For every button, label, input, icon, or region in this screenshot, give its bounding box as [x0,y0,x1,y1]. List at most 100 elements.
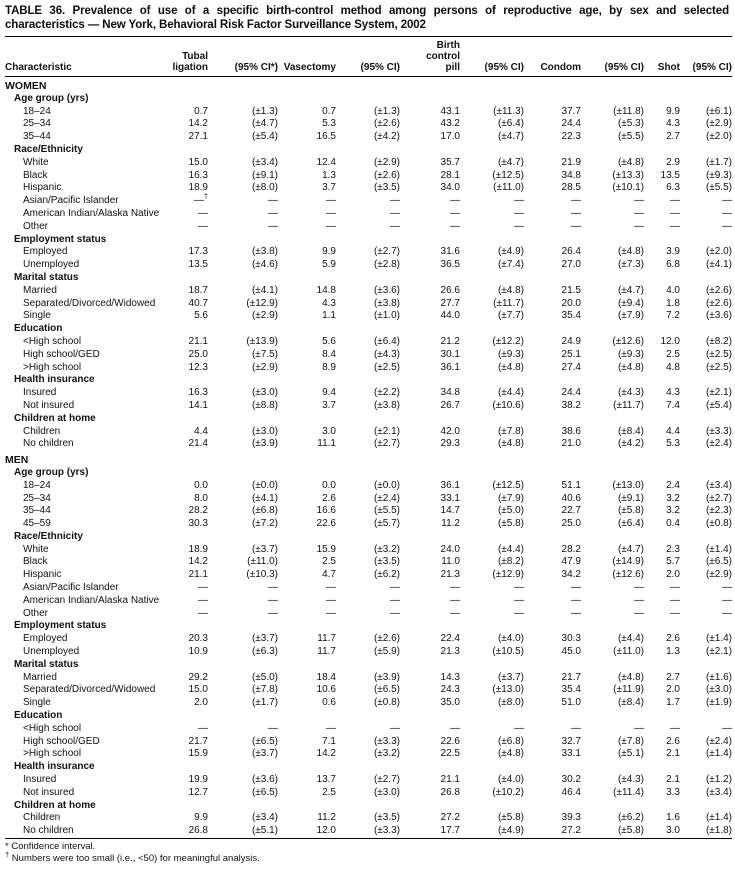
cell-value: (±6.1) [705,105,732,117]
row-label: No children [23,825,74,837]
cell-value: 11.0 [441,556,460,568]
row-label: Separated/Divorced/Widowed [23,684,156,696]
cell-value: (±2.3) [705,505,732,517]
table-row: Employed 20.3 (±3.7) 11.7 (±2.6) 22.4 (±4.0) 30… [5,633,732,646]
group-header-row: Age group (yrs) [5,93,732,106]
cell-value: (±10.2) [492,786,524,798]
group-label: Education [14,710,63,722]
cell-value: (±4.7) [617,543,644,555]
cell-value: 0.4 [666,518,680,530]
cell-value: 37.7 [561,105,581,117]
row-label: Separated/Divorced/Widowed [23,297,156,309]
table-row: >High school 12.3 (±2.9) 8.9 (±2.5) 36.1 (±4.8… [5,362,732,375]
row-label: White [23,156,49,168]
row-label: Not insured [23,786,75,798]
cell-value: — [326,582,336,594]
cell-value: 18.4 [316,671,336,683]
cell-value: — [571,207,581,219]
cell-value: — [390,195,400,207]
cell-value: 38.2 [561,399,581,411]
table-row: 35–44 28.2 (±6.8) 16.6 (±5.5) 14.7 (±5.0) 22.7 (… [5,505,732,518]
cell-value: 12.4 [316,156,336,168]
cell-value: (±2.1) [705,387,732,399]
cell-value: 2.6 [666,735,680,747]
cell-value: 32.7 [561,735,581,747]
cell-value: — [670,607,680,619]
cell-value: 21.0 [561,438,581,450]
table-row: Not insured 14.1 (±8.8) 3.7 (±3.8) 26.7 (±10.6… [5,400,732,413]
cell-value: (±2.1) [373,425,400,437]
group-header-row: Race/Ethnicity [5,144,732,157]
cell-value: (±2.5) [705,348,732,360]
cell-value: (±3.4) [705,479,732,491]
cell-value: 28.2 [188,505,208,517]
cell-value: (±2.9) [251,361,278,373]
cell-value: (±7.4) [497,259,524,271]
cell-value: 43.2 [440,118,460,130]
cell-value: (±3.7) [251,633,278,645]
table-row: No children 21.4 (±3.9) 11.1 (±2.7) 29.3 (±4.8… [5,438,732,451]
cell-value: 1.6 [666,812,680,824]
cell-value: 8.4 [322,348,336,360]
section-label: WOMEN [5,80,47,92]
group-header-row: Children at home [5,413,732,426]
cell-value: — [722,594,732,606]
cell-value: (±5.8) [617,505,644,517]
cell-value: 16.3 [188,169,208,181]
cell-value: — [268,722,278,734]
cell-value: (±6.4) [373,335,400,347]
cell-value: — [326,594,336,606]
cell-value: (±6.3) [251,646,278,658]
cell-value: 8.9 [322,361,336,373]
cell-value: — [634,607,644,619]
group-label: Children at home [14,799,96,811]
table-row: Employed 17.3 (±3.8) 9.9 (±2.7) 31.6 (±4.9) 26.… [5,246,732,259]
cell-value: 4.4 [194,425,208,437]
cell-value: — [198,220,208,232]
footnote: † Numbers were too small (i.e., <50) for… [5,849,260,865]
table-row: 35–44 27.1 (±5.4) 16.5 (±4.2) 17.0 (±4.7) 22.3 (… [5,131,732,144]
cell-value: 21.4 [188,438,208,450]
row-label: Hispanic [23,569,62,581]
cell-value: 45.0 [561,646,581,658]
cell-value: 21.1 [188,569,208,581]
cell-value: — [390,207,400,219]
cell-value: 13.5 [188,259,208,271]
cell-value: — [268,594,278,606]
cell-value: 0.0 [194,479,208,491]
cell-value: (±8.0) [251,182,278,194]
cell-value: 2.5 [666,348,680,360]
cell-value: 30.1 [440,348,460,360]
row-label: High school/GED [23,348,100,360]
group-header-row: Health insurance [5,761,732,774]
cell-value: (±5.8) [497,518,524,530]
cell-value: 27.0 [561,259,581,271]
cell-value: (±4.7) [497,156,524,168]
group-header-row: Age group (yrs) [5,467,732,480]
cell-value: 27.2 [440,812,460,824]
cell-value: 3.2 [666,492,680,504]
column-header: Birth control pill [400,36,460,77]
header-row: Characteristic Tubal ligation (95% CI*) Vas… [5,36,732,77]
cell-value: — [326,220,336,232]
cell-value: — [514,195,524,207]
cell-value: 5.3 [666,438,680,450]
cell-value: (±2.6) [705,297,732,309]
cell-value: 4.0 [666,284,680,296]
row-label: 18–24 [23,479,51,491]
group-header-row: Race/Ethnicity [5,531,732,544]
cell-value: 28.2 [561,543,581,555]
table-body: WOMEN Age group (yrs) 18–24 0.7 (±1.3) 0.7 (±1… [5,77,732,839]
cell-value: (±3.7) [251,543,278,555]
cell-value: (±8.4) [617,697,644,709]
group-header-row: Employment status [5,234,732,247]
table-row: Black 14.2 (±11.0) 2.5 (±3.5) 11.0 (±8.2) 47.9 (… [5,556,732,569]
cell-value: (±4.9) [497,246,524,258]
cell-value: — [634,207,644,219]
cell-value: (±3.8) [373,399,400,411]
table-row: American Indian/Alaska Native — — — — — — — — — — [5,208,732,221]
cell-value: — [722,582,732,594]
cell-value: 21.7 [188,735,208,747]
row-label: Unemployed [23,259,80,271]
cell-value: 27.1 [188,131,208,143]
